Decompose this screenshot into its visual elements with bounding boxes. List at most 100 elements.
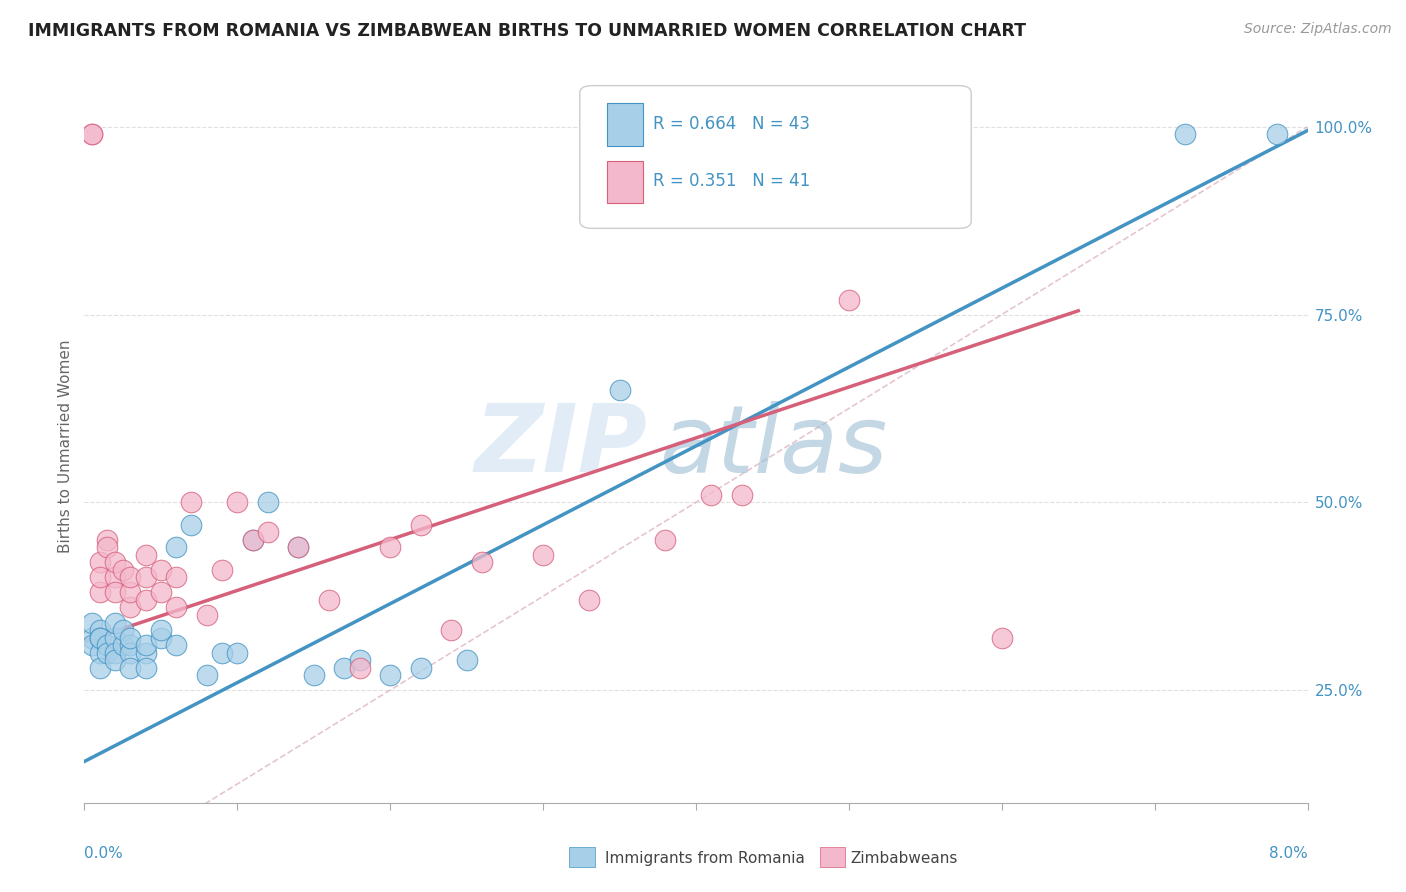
Point (578, 593, 600, 607)
Text: IMMIGRANTS FROM ROMANIA VS ZIMBABWEAN BIRTHS TO UNMARRIED WOMEN CORRELATION CHAR: IMMIGRANTS FROM ROMANIA VS ZIMBABWEAN BI… (28, 22, 1026, 40)
Point (120, 660, 142, 674)
Point (135, 548, 157, 562)
Point (409, 517, 432, 532)
Text: 8.0%: 8.0% (1268, 846, 1308, 861)
Point (165, 541, 187, 555)
Point (1174, 128, 1197, 142)
Point (96, 541, 118, 555)
Point (120, 631, 142, 645)
Point (104, 570, 127, 584)
Bar (569, 847, 595, 867)
Point (226, 646, 249, 660)
Point (149, 631, 172, 645)
Point (120, 638, 142, 652)
Point (991, 631, 1014, 645)
Point (531, 548, 554, 562)
Point (700, 488, 723, 502)
Point (380, 541, 402, 555)
Point (165, 570, 187, 584)
Point (440, 623, 463, 637)
Point (211, 646, 233, 660)
Point (333, 660, 356, 674)
Point (349, 660, 371, 674)
Point (120, 585, 142, 599)
Text: atlas: atlas (659, 401, 887, 491)
FancyBboxPatch shape (579, 86, 972, 228)
Point (89, 556, 111, 570)
Bar (606, 161, 644, 203)
Point (380, 668, 402, 682)
Point (409, 660, 432, 674)
Point (135, 593, 157, 607)
Point (165, 600, 187, 615)
Text: Immigrants from Romania: Immigrants from Romania (605, 851, 804, 865)
Point (111, 638, 134, 652)
Point (257, 495, 280, 509)
Point (96, 638, 118, 652)
Point (104, 631, 127, 645)
Bar (606, 103, 644, 146)
Point (456, 653, 478, 667)
Point (89, 631, 111, 645)
Point (111, 563, 134, 577)
Point (471, 556, 494, 570)
Text: Source: ZipAtlas.com: Source: ZipAtlas.com (1244, 22, 1392, 37)
Point (80, 631, 103, 645)
Point (80, 638, 103, 652)
Point (149, 563, 172, 577)
Point (135, 638, 157, 652)
Point (609, 383, 631, 397)
Point (242, 533, 264, 547)
Point (80, 128, 103, 142)
Point (89, 585, 111, 599)
Point (257, 525, 280, 540)
Point (120, 600, 142, 615)
Point (180, 517, 202, 532)
Point (1265, 128, 1288, 142)
Point (89, 570, 111, 584)
Point (104, 653, 127, 667)
Point (318, 593, 340, 607)
Point (287, 541, 309, 555)
Point (242, 533, 264, 547)
Point (96, 646, 118, 660)
Point (89, 623, 111, 637)
Point (80, 615, 103, 630)
Point (104, 646, 127, 660)
Point (104, 556, 127, 570)
Point (135, 570, 157, 584)
Text: Zimbabweans: Zimbabweans (851, 851, 957, 865)
Y-axis label: Births to Unmarried Women: Births to Unmarried Women (58, 339, 73, 553)
Point (149, 585, 172, 599)
Point (89, 631, 111, 645)
Point (120, 570, 142, 584)
Point (149, 623, 172, 637)
Point (195, 607, 218, 622)
Text: ZIP: ZIP (474, 400, 647, 492)
Point (135, 660, 157, 674)
Point (104, 585, 127, 599)
Text: R = 0.664   N = 43: R = 0.664 N = 43 (654, 115, 810, 133)
Point (349, 653, 371, 667)
Point (226, 495, 249, 509)
Point (731, 488, 754, 502)
Point (302, 668, 325, 682)
Bar (820, 847, 845, 867)
Point (111, 623, 134, 637)
Point (287, 541, 309, 555)
Point (80, 128, 103, 142)
Point (104, 615, 127, 630)
Point (195, 668, 218, 682)
Point (120, 646, 142, 660)
Point (654, 533, 676, 547)
Point (89, 646, 111, 660)
Point (838, 293, 860, 307)
Point (211, 563, 233, 577)
Point (96, 533, 118, 547)
Point (135, 646, 157, 660)
Text: 0.0%: 0.0% (84, 846, 124, 861)
Point (89, 660, 111, 674)
Point (165, 638, 187, 652)
Text: R = 0.351   N = 41: R = 0.351 N = 41 (654, 172, 810, 190)
Point (180, 495, 202, 509)
